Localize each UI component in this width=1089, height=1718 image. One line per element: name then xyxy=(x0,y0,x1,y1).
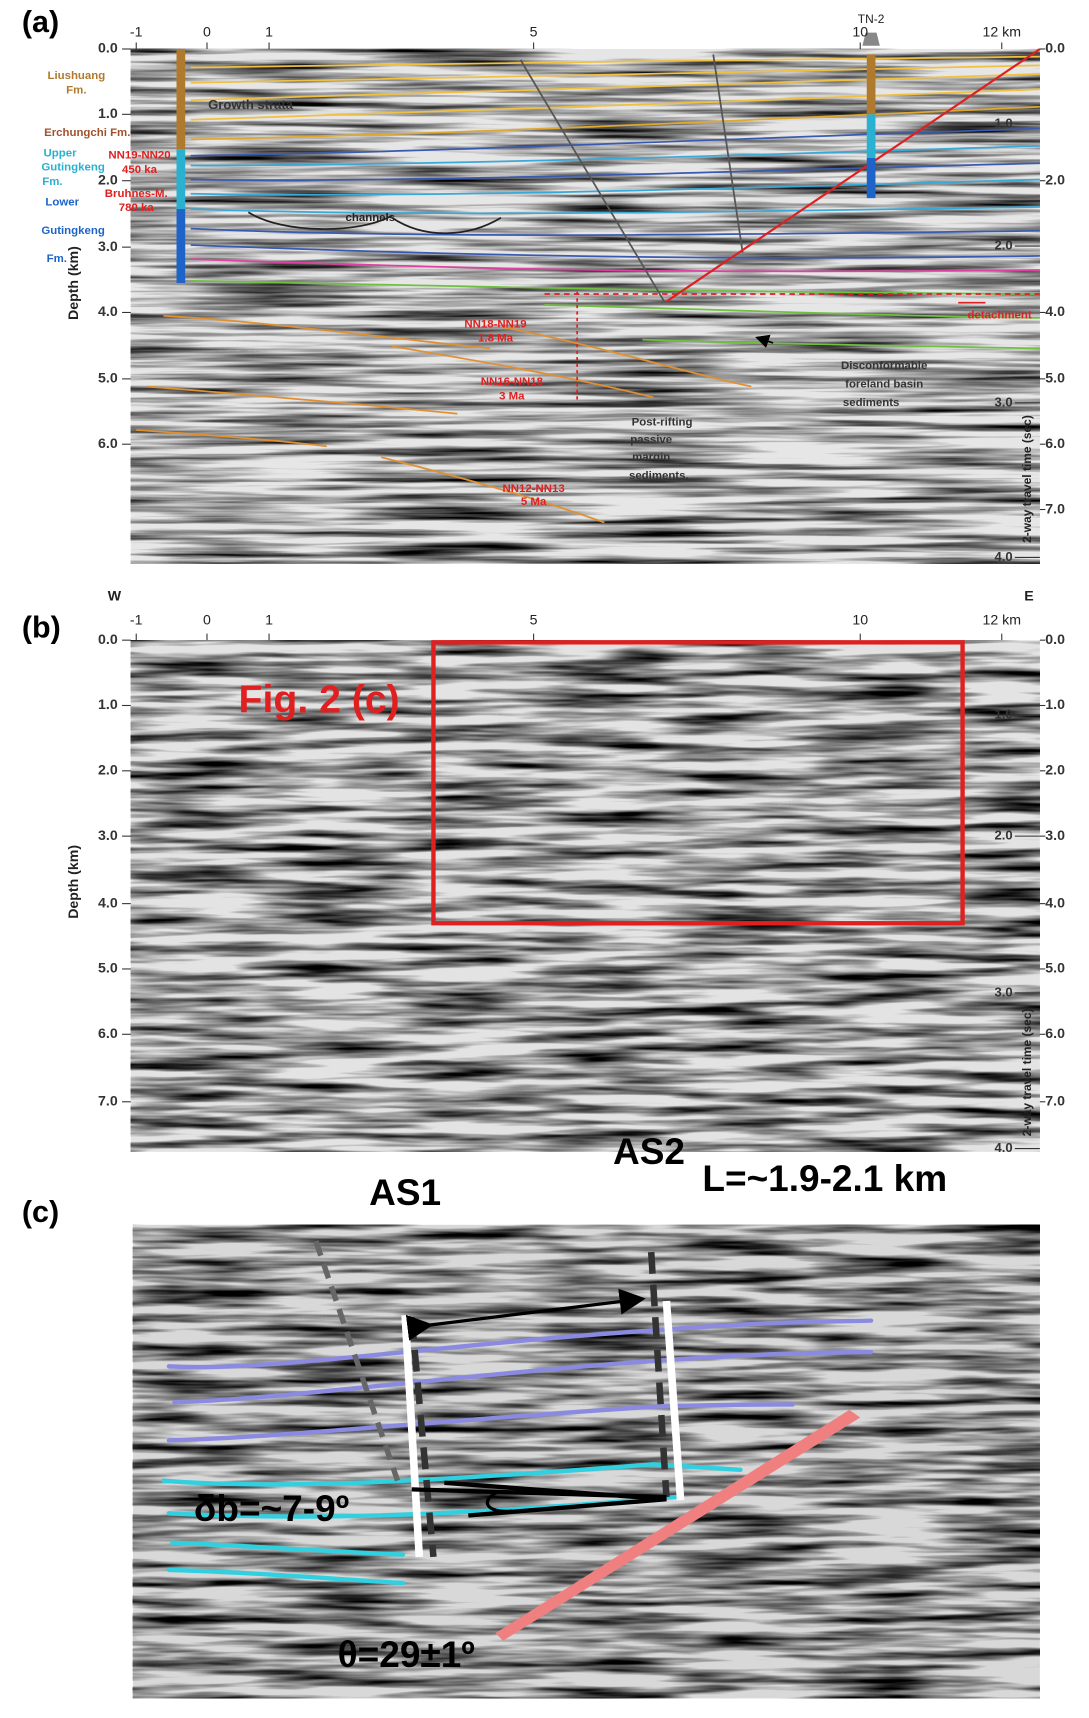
twt-tick-label: 2.0 xyxy=(995,238,1013,253)
km-tick-label: 1 xyxy=(265,23,273,39)
depth-tick-label: 4.0 xyxy=(98,303,118,319)
annotation: δb=~7-9º xyxy=(194,1487,349,1529)
annotation: Disconformable xyxy=(841,360,927,372)
depth-tick-label: 4.0 xyxy=(98,894,118,910)
depth-tick-label: 2.0 xyxy=(1045,171,1065,187)
twt-tick-label: 3.0 xyxy=(995,984,1013,999)
km-tick-label: -1 xyxy=(130,611,143,627)
twt-tick-label: 4.0 xyxy=(995,549,1013,564)
annotation: 1.8 Ma xyxy=(478,333,514,345)
annotation: sediments xyxy=(843,397,900,409)
annotation: AS1 xyxy=(369,1171,441,1213)
depth-tick-label: 5.0 xyxy=(98,960,118,976)
seismic-texture xyxy=(130,640,1040,1152)
twt-axis-title: 2-way travel time (sec) xyxy=(1020,1009,1034,1137)
depth-tick-label: 1.0 xyxy=(98,105,118,121)
annotation: 3 Ma xyxy=(499,390,525,402)
annotation: detachment xyxy=(968,310,1032,322)
annotation: Lower xyxy=(45,197,79,209)
depth-tick-label: 4.0 xyxy=(1045,303,1065,319)
depth-tick-label: 1.0 xyxy=(1045,696,1065,712)
depth-tick-label: 7.0 xyxy=(1045,500,1065,516)
annotation: NN16-NN18 xyxy=(481,376,543,388)
depth-tick-label: 5.0 xyxy=(1045,370,1065,386)
annotation: passive xyxy=(630,434,672,446)
depth-tick-label: 7.0 xyxy=(98,1093,118,1109)
annotation: 780 ka xyxy=(119,202,155,214)
annotation: channels xyxy=(346,212,396,224)
km-tick-label: 12 km xyxy=(983,23,1022,39)
depth-tick-label: 0.0 xyxy=(98,40,118,56)
annotation: NN12-NN13 xyxy=(503,483,565,495)
annotation: Fig. 2 (c) xyxy=(239,679,400,722)
twt-tick-label: 4.0 xyxy=(995,1140,1013,1155)
depth-tick-label: 5.0 xyxy=(98,370,118,386)
depth-tick-label: 2.0 xyxy=(1045,762,1065,778)
depth-tick-label: 2.0 xyxy=(98,171,118,187)
depth-tick-label: 6.0 xyxy=(98,1025,118,1041)
km-tick-label: -1 xyxy=(130,23,143,39)
panel-label: (a) xyxy=(22,5,59,39)
depth-tick-label: 3.0 xyxy=(98,827,118,843)
depth-tick-label: 2.0 xyxy=(98,762,118,778)
depth-tick-label: 1.0 xyxy=(98,696,118,712)
km-tick-label: 0 xyxy=(203,23,211,39)
depth-tick-label: 0.0 xyxy=(1045,631,1065,647)
annotation: sediments. xyxy=(629,470,689,482)
depth-tick-label: 7.0 xyxy=(1045,1093,1065,1109)
km-tick-label: 5 xyxy=(530,611,538,627)
annotation: AS2 xyxy=(613,1130,685,1172)
annotation: θ=29±1º xyxy=(338,1633,475,1675)
annotation: Bruhnes-M. xyxy=(105,188,168,200)
annotation: Gutingkeng xyxy=(41,162,104,174)
km-tick-label: 1 xyxy=(265,611,273,627)
depth-tick-label: 6.0 xyxy=(1045,1025,1065,1041)
depth-tick-label: 5.0 xyxy=(1045,960,1065,976)
annotation: Post-rifting xyxy=(632,416,693,428)
km-tick-label: 12 km xyxy=(983,611,1022,627)
annotation: W xyxy=(108,587,122,603)
depth-tick-label: 6.0 xyxy=(98,435,118,451)
seismic-texture xyxy=(132,1224,1040,1699)
annotation: 5 Ma xyxy=(521,496,547,508)
twt-axis-title: 2-way travel time (sec) xyxy=(1020,415,1034,543)
annotation: NN18-NN19 xyxy=(464,318,526,330)
annotation: Upper xyxy=(44,148,78,160)
annotation: L=~1.9-2.1 km xyxy=(702,1157,947,1199)
km-tick-label: 5 xyxy=(530,23,538,39)
depth-tick-label: 0.0 xyxy=(98,631,118,647)
well-label: TN-2 xyxy=(858,12,885,26)
panel-label: (c) xyxy=(22,1195,59,1229)
twt-tick-label: 1.0 xyxy=(995,116,1013,131)
interpretation xyxy=(136,32,1041,1641)
panel-label: (b) xyxy=(22,610,61,644)
annotation: NN19-NN20 xyxy=(108,150,170,162)
annotation: Liushuang xyxy=(47,70,105,82)
km-tick-label: 10 xyxy=(852,611,868,627)
twt-tick-label: 2.0 xyxy=(995,828,1013,843)
depth-tick-label: 4.0 xyxy=(1045,894,1065,910)
annotation: 450 ka xyxy=(122,164,158,176)
twt-tick-label: 1.0 xyxy=(995,707,1013,722)
depth-tick-label: 6.0 xyxy=(1045,435,1065,451)
twt-tick-label: 3.0 xyxy=(995,394,1013,409)
km-tick-label: 0 xyxy=(203,611,211,627)
annotation: Erchungchi Fm. xyxy=(44,127,130,139)
annotation: Gutingkeng xyxy=(41,225,104,237)
depth-axis-title: Depth (km) xyxy=(65,845,81,919)
depth-tick-label: 3.0 xyxy=(98,238,118,254)
depth-axis-title: Depth (km) xyxy=(65,246,81,320)
depth-tick-label: 0.0 xyxy=(1045,40,1065,56)
annotation: foreland basin xyxy=(845,378,923,390)
annotation: Fm. xyxy=(47,253,67,265)
annotation: margin xyxy=(632,451,670,463)
annotation: E xyxy=(1024,587,1033,603)
annotation: Growth strata xyxy=(208,97,294,112)
km-tick-label: 10 xyxy=(852,23,868,39)
depth-tick-label: 3.0 xyxy=(1045,827,1065,843)
annotation: Fm. xyxy=(42,176,62,188)
annotation: Fm. xyxy=(66,84,86,96)
